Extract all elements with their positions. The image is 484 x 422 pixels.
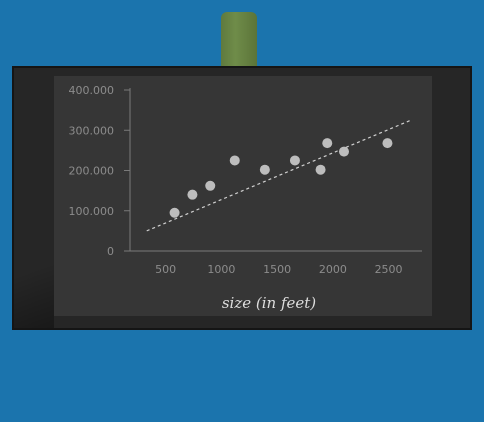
x-tick-labels: 500 1000 1500 2000 2500 bbox=[155, 263, 402, 276]
data-point bbox=[229, 155, 240, 166]
data-point bbox=[382, 138, 393, 149]
monitor-stand bbox=[221, 12, 257, 68]
data-point bbox=[205, 180, 216, 191]
data-point bbox=[315, 164, 326, 175]
y-tick-label: 300.000 bbox=[69, 124, 115, 137]
x-tick-label: 2000 bbox=[319, 263, 347, 276]
data-points bbox=[169, 138, 393, 218]
monitor-screen: 0 100.000 200.000 300.000 400.000 500 1000 150… bbox=[54, 76, 432, 316]
bezel-shadow bbox=[14, 248, 54, 328]
trend-line-group bbox=[146, 119, 412, 232]
data-point bbox=[322, 138, 333, 149]
y-tick-label: 100.000 bbox=[69, 205, 115, 218]
data-point bbox=[169, 207, 180, 218]
x-tick-label: 500 bbox=[155, 263, 176, 276]
y-tick-label: 400.000 bbox=[69, 84, 115, 97]
trend-line bbox=[146, 119, 412, 232]
data-point bbox=[289, 155, 300, 166]
y-tick-label: 200.000 bbox=[69, 165, 115, 178]
x-axis-label: size (in feet) bbox=[222, 294, 316, 312]
data-point bbox=[338, 146, 349, 157]
data-point bbox=[187, 189, 198, 200]
data-point bbox=[259, 164, 270, 175]
y-tick-labels: 0 100.000 200.000 300.000 400.000 bbox=[69, 84, 130, 258]
x-tick-label: 1000 bbox=[207, 263, 235, 276]
scatter-chart: 0 100.000 200.000 300.000 400.000 500 1000 150… bbox=[69, 84, 422, 312]
y-tick-label: 0 bbox=[107, 245, 114, 258]
x-tick-label: 2500 bbox=[375, 263, 403, 276]
x-tick-label: 1500 bbox=[263, 263, 291, 276]
chart-axes bbox=[129, 88, 422, 252]
